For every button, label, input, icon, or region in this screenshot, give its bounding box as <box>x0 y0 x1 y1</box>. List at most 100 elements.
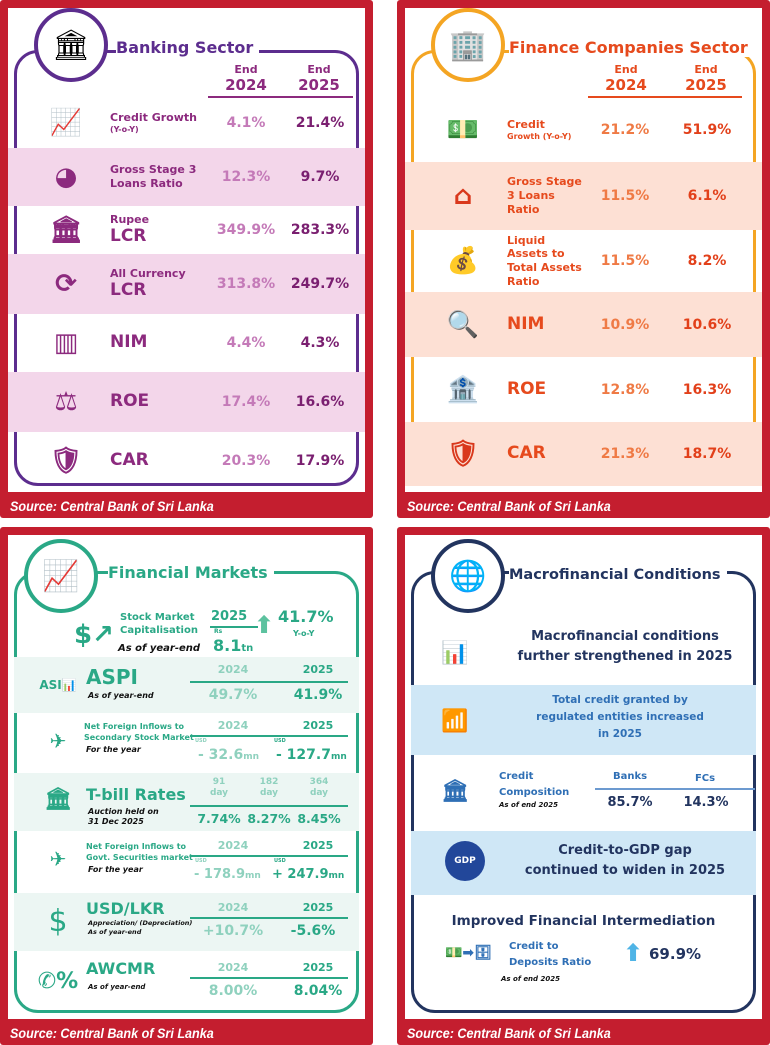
nfi-govt-2024-value: - 178.9mn <box>194 867 261 882</box>
tbill-rate: 8.45% <box>297 811 341 826</box>
panel-title: Finance Companies Sector <box>509 38 754 57</box>
statement-strengthened: Macrofinancial conditions further strengt… <box>495 627 755 666</box>
credit-composition-note: As of end 2025 <box>499 801 558 809</box>
table-row: 🛡 CAR 21.3% 18.7% <box>405 422 762 486</box>
label-text: Gross Stage 3 Loans Ratio <box>110 163 197 190</box>
panel-body: 🏛 Banking Sector End 2024 End 2025 📈 Credit… <box>8 8 365 492</box>
cash-to-deposit-icon: 💵➡🗄 <box>445 945 492 961</box>
divider <box>190 735 348 737</box>
value-2025: 17.9% <box>295 453 345 469</box>
divider <box>595 788 755 790</box>
line: Macrofinancial conditions <box>531 629 719 644</box>
liquid-assets-icon: 💰 <box>446 246 480 276</box>
currency: USD <box>274 738 286 744</box>
tbill-row <box>14 773 359 831</box>
value-2025: 9.7% <box>300 169 340 185</box>
value-2024: 12.3% <box>221 169 271 185</box>
tbill-term-header: 91 day <box>194 777 244 799</box>
value-2024: 313.8% <box>216 276 276 292</box>
label-abbr: NIM <box>110 332 148 353</box>
metric-label: Credit Growth (Y-o-Y) <box>507 118 587 142</box>
label-line: Capitalisation <box>120 625 198 636</box>
value-2024: 11.5% <box>600 253 650 269</box>
divider <box>190 917 348 919</box>
usd-2024-header: 2024 <box>217 901 249 914</box>
value-2025: 18.7% <box>682 446 732 462</box>
nfi-stock-2025-header: 2025 <box>302 719 334 732</box>
label-abbr: CAR <box>110 450 149 471</box>
label-text: Credit <box>507 118 545 132</box>
value-2025: 21.4% <box>295 115 345 131</box>
smc-change: 41.7% <box>278 607 334 626</box>
pie-chart-icon: ◕ <box>54 162 78 192</box>
awcmr-label: AWCMR <box>86 959 156 978</box>
label-line: Net Foreign Inflows to <box>84 722 185 731</box>
up-arrow-icon: ⬆ <box>254 611 275 639</box>
buildings-money-icon: 🏢 <box>431 8 505 82</box>
globe-growth-icon: 📊 <box>441 640 469 666</box>
term-unit: day <box>259 787 279 798</box>
bank-shield-icon: 🏛 <box>34 8 108 82</box>
growth-chart-icon: 📈 <box>49 108 83 138</box>
source-note: Source: Central Bank of Sri Lanka <box>10 1025 214 1041</box>
plane-bank-icon: ✈ <box>49 847 67 871</box>
gdp-text: GDP <box>454 856 476 866</box>
financial-markets-panel: 📈 Financial Markets $↗ Stock Market Capit… <box>0 527 373 1045</box>
banking-sector-panel: 🏛 Banking Sector End 2024 End 2025 📈 Credit… <box>0 0 373 518</box>
value-2025: 4.3% <box>300 335 340 351</box>
metric-label: ROE <box>507 379 587 400</box>
label-line: Secondary Stock Market <box>84 733 194 743</box>
value-2024: 21.2% <box>600 122 650 138</box>
header-divider <box>208 96 353 98</box>
value-2024: 17.4% <box>221 394 271 410</box>
metric-label: Liquid Assets to Total Assets Ratio <box>507 234 587 289</box>
label-sub: (Y-o-Y) <box>110 124 139 134</box>
line: continued to widen in 2025 <box>524 862 726 878</box>
term-unit: day <box>309 787 329 798</box>
nfi-govt-2025-value: + 247.9mn <box>272 867 344 882</box>
value-2025: 283.3% <box>290 222 350 238</box>
value: + 247.9 <box>272 867 329 882</box>
value-2024: 21.3% <box>600 446 650 462</box>
table-row: 🛡 CAR 20.3% 17.9% <box>8 432 365 490</box>
statement-credit-gdp: Credit-to-GDP gap continued to widen in 2… <box>495 841 755 880</box>
metric-label: CAR <box>110 450 208 471</box>
statement-total-credit: Total credit granted by regulated entitie… <box>495 692 745 742</box>
nfi-govt-2024-header: 2024 <box>217 839 249 852</box>
label-abbr: CAR <box>507 443 546 464</box>
tbill-term-header: 364 day <box>294 777 344 799</box>
label-text: Credit Growth <box>110 111 197 125</box>
bank-transfer-icon: 🏛 <box>441 778 469 804</box>
banks-value: 85.7% <box>607 795 653 810</box>
nfi-stock-2024-header: 2024 <box>217 719 249 732</box>
line: in 2025 <box>598 727 642 740</box>
money-growth-icon: 💵 <box>446 115 480 145</box>
dollar-icon: $ <box>48 903 68 939</box>
metric-label: ROE <box>110 391 208 412</box>
usd-lkr-row <box>14 893 359 951</box>
value-2025: 10.6% <box>682 316 732 333</box>
usd-lkr-label: USD/LKR <box>86 899 165 918</box>
value: - 32.6 <box>198 747 244 763</box>
value-2024: 20.3% <box>221 453 271 469</box>
metric-label: CAR <box>507 443 587 464</box>
up-arrow-icon: ⬆ <box>623 939 644 967</box>
macrofinancial-panel: 🌐 Macrofinancial Conditions 📊 Macrofinan… <box>397 527 770 1045</box>
unit: mn <box>243 752 260 762</box>
aspi-row <box>14 657 359 713</box>
value-2025: 8.2% <box>687 253 727 269</box>
shield-coins-icon: 🛡 <box>49 446 83 476</box>
table-row: 🏛 Rupee LCR 349.9% 283.3% <box>8 206 365 254</box>
table-row: 🔍 NIM 10.9% 10.6% <box>405 292 762 357</box>
tbill-rate: 7.74% <box>197 811 241 826</box>
statement-intermediation: Improved Financial Intermediation <box>451 913 716 929</box>
table-row: ⟳ All Currency LCR 313.8% 249.7% <box>8 254 365 314</box>
currency: USD <box>195 738 207 744</box>
term-days: 182 <box>259 777 279 787</box>
usd-2025-header: 2025 <box>302 901 334 914</box>
phone-percent-icon: ✆% <box>37 968 79 994</box>
globe-chart-icon: 🌐 <box>431 539 505 613</box>
table-row: 🏦 ROE 12.8% 16.3% <box>405 357 762 422</box>
value-2025: 16.3% <box>682 381 732 398</box>
aspi-2025-value: 41.9% <box>293 687 343 703</box>
